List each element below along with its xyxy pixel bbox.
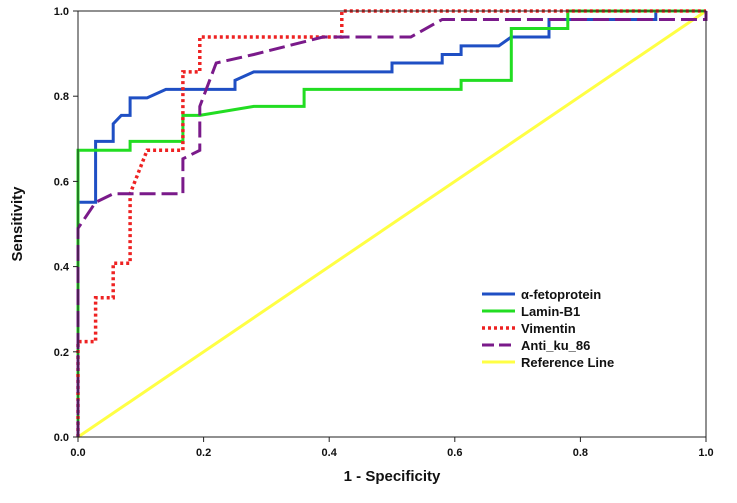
y-tick-label: 0.4 — [54, 262, 70, 274]
legend-label: Anti_ku_86 — [521, 338, 590, 353]
y-tick-label: 0.8 — [54, 91, 69, 103]
plot-lines — [76, 9, 708, 439]
x-tick-label: 0.2 — [196, 447, 211, 459]
legend-label: Vimentin — [521, 321, 576, 336]
x-tick-label: 0.6 — [447, 447, 462, 459]
legend-label: α-fetoprotein — [521, 287, 601, 302]
legend-label: Lamin-B1 — [521, 304, 580, 319]
y-tick-label: 0.0 — [54, 432, 69, 444]
series-line-fetoprotein — [76, 9, 706, 437]
series-line-reference-line — [77, 9, 707, 439]
x-tick-label: 0.0 — [70, 447, 85, 459]
x-tick-label: 1.0 — [698, 447, 713, 459]
series-line-lamin-b1 — [76, 9, 706, 437]
x-tick-label: 0.8 — [573, 447, 588, 459]
series-line-vimentin — [76, 9, 706, 437]
series-line-anti-ku-86 — [76, 11, 708, 437]
x-axis-title: 1 - Specificity — [344, 468, 441, 485]
y-tick-label: 0.6 — [54, 176, 69, 188]
y-axis-title: Sensitivity — [9, 186, 26, 262]
y-tick-label: 1.0 — [54, 6, 69, 18]
plot-frame — [77, 10, 707, 438]
legend-label: Reference Line — [521, 355, 614, 370]
x-tick-label: 0.4 — [322, 447, 338, 459]
y-tick-label: 0.2 — [54, 347, 69, 359]
x-axis-ticks: 0.0 0.2 0.4 0.6 0.8 1.0 — [70, 437, 714, 459]
y-axis-ticks: 0.0 0.2 0.4 0.6 0.8 1.0 — [54, 6, 78, 444]
legend: α-fetoprotein Lamin-B1 Vimentin Anti_ku_86 R… — [482, 287, 614, 370]
